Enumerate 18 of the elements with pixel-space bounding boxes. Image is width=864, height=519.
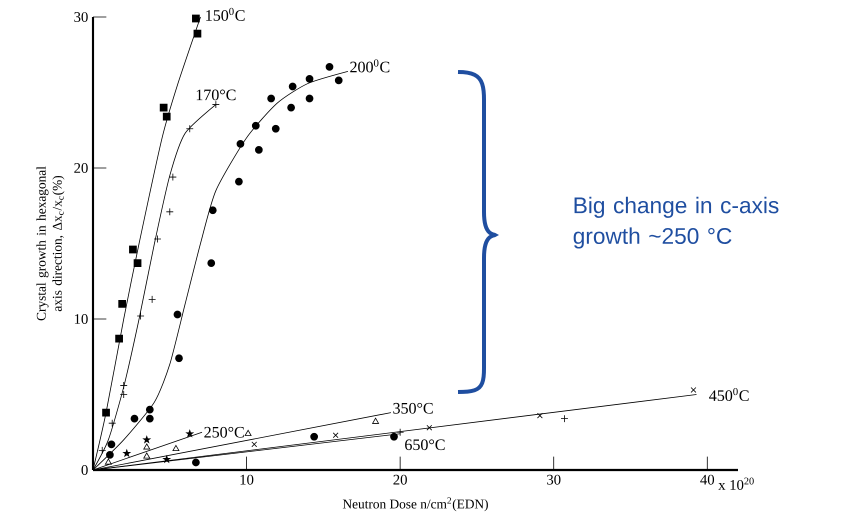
- series-label: 170°C: [196, 90, 236, 100]
- series-label: 150$^{0}$C: [206, 8, 245, 21]
- y-tick-label: 10: [74, 314, 88, 324]
- x-tick-label: 40: [700, 474, 714, 485]
- x-tick-label: 30: [547, 474, 560, 485]
- x-tick-label: 20: [393, 474, 407, 485]
- annotation: Big change in c-axis growth ~250 °C: [574, 196, 778, 249]
- series-label: 650°C: [405, 439, 445, 450]
- series-label: 200$^{0}$C: [350, 59, 390, 72]
- x-axis-title: Neutron Dose n/cm$^{2}$(EDN): [342, 497, 488, 512]
- y-tick-label: 0: [82, 465, 88, 475]
- series-label: 450$^{0}$C: [709, 388, 749, 402]
- y-tick-label: 20: [74, 163, 88, 173]
- series-label: 350°C: [393, 402, 433, 414]
- series-label: 250°C: [204, 426, 244, 438]
- text: x 10$^{20}$: [718, 478, 754, 490]
- y-tick-label: 30: [74, 12, 88, 22]
- x-tick-label: 10: [240, 474, 254, 485]
